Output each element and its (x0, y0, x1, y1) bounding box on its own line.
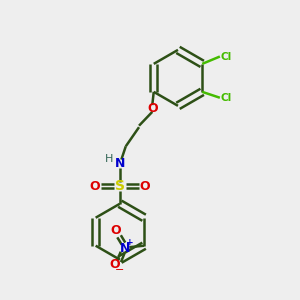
Text: O: O (140, 180, 150, 193)
Text: N: N (120, 242, 130, 254)
Text: O: O (111, 224, 122, 237)
Text: O: O (110, 258, 120, 271)
Text: Cl: Cl (220, 93, 232, 103)
Text: H: H (104, 154, 113, 164)
Text: O: O (147, 101, 158, 115)
Text: S: S (115, 179, 125, 193)
Text: −: − (115, 265, 125, 275)
Text: O: O (89, 180, 100, 193)
Text: Cl: Cl (220, 52, 232, 61)
Text: N: N (115, 158, 125, 170)
Text: +: + (126, 238, 134, 247)
